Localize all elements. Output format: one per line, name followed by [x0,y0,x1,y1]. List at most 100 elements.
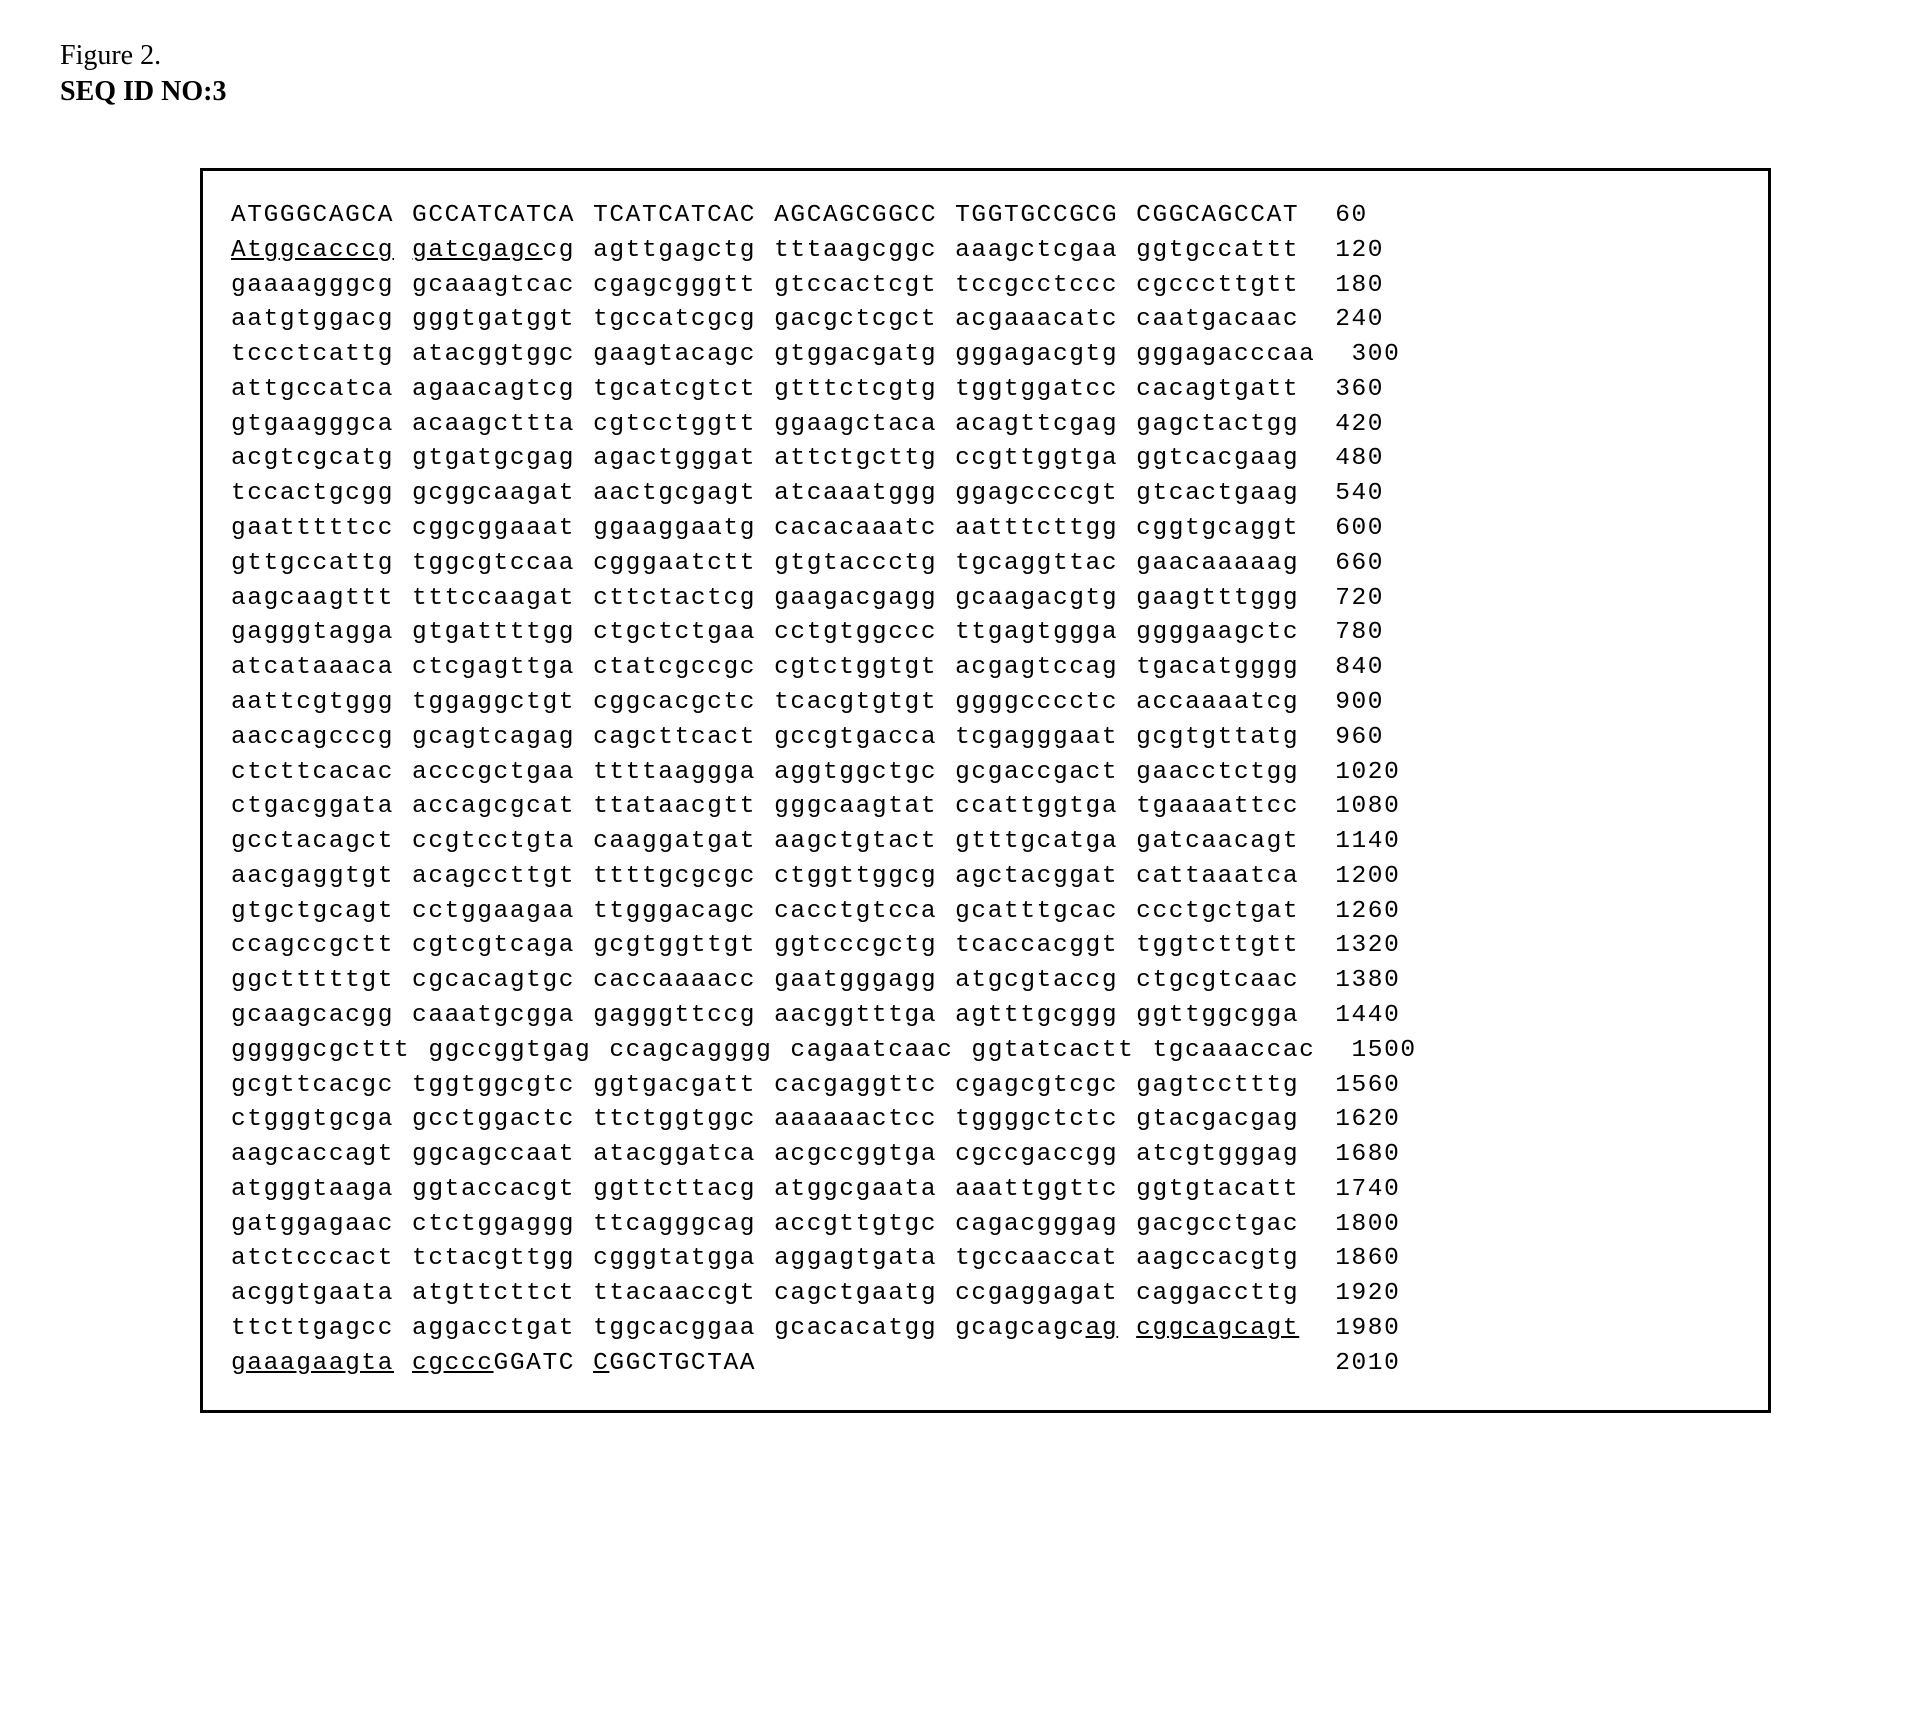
sequence-block: atggcgaata [774,1173,937,1208]
sequence-block: ctcttcacac [231,756,394,791]
sequence-block: ttcttgagcc [231,1312,394,1347]
sequence-block-pad [1136,1347,1299,1382]
sequence-row: gcctacagctccgtcctgtacaaggatgataagctgtact… [231,825,1740,860]
position-number: 1560 [1335,1069,1400,1104]
sequence-block: gcaagacgtg [955,582,1118,617]
sequence-row: aagcaccagtggcagccaatatacggatcaacgccggtga… [231,1138,1740,1173]
sequence-block: ttttaaggga [593,756,756,791]
sequence-block: ggtatcactt [971,1034,1134,1069]
position-number: 1980 [1335,1312,1400,1347]
sequence-block: gaagacgagg [774,582,937,617]
sequence-block: ggaagctaca [774,408,937,443]
figure-heading: Figure 2. [60,40,1851,72]
sequence-block: tcacgtgtgt [774,686,937,721]
sequence-block: aggagtgata [774,1242,937,1277]
sequence-block: cttctactcg [593,582,756,617]
sequence-block: ccagccgctt [231,929,394,964]
sequence-block: caaggatgat [593,825,756,860]
sequence-row: gaatttttcccggcggaaatggaaggaatgcacacaaatc… [231,512,1740,547]
sequence-block: caaatgcgga [412,999,575,1034]
sequence-block: tggaggctgt [412,686,575,721]
sequence-block: gggagacgtg [955,338,1118,373]
sequence-block: acccgctgaa [412,756,575,791]
sequence-block: tggtggcgtc [412,1069,575,1104]
sequence-block: cgcccttgtt [1136,269,1299,304]
sequence-block: gggggcgcttt [231,1034,410,1069]
sequence-block: ttacaaccgt [593,1277,756,1312]
sequence-block: accagcgcat [412,790,575,825]
sequence-block: cgggtatgga [593,1242,756,1277]
position-number: 1500 [1351,1034,1416,1069]
sequence-block: ggtgccattt [1136,234,1299,269]
position-number: 660 [1335,547,1384,582]
sequence-row: ctgacggataaccagcgcatttataacgttgggcaagtat… [231,790,1740,825]
sequence-block: cacacaaatc [774,512,937,547]
sequence-block: cggcacgctc [593,686,756,721]
sequence-block: gggcaagtat [774,790,937,825]
sequence-block: gtttgcatga [955,825,1118,860]
position-number: 900 [1335,686,1384,721]
sequence-row: ccagccgcttcgtcgtcagagcgtggttgtggtcccgctg… [231,929,1740,964]
sequence-block: acagttcgag [955,408,1118,443]
sequence-row: aaccagcccggcagtcagagcagcttcactgccgtgacca… [231,721,1740,756]
sequence-block: ctgctctgaa [593,616,756,651]
sequence-block: cagaatcaac [790,1034,953,1069]
sequence-row: acggtgaataatgttcttctttacaaccgtcagctgaatg… [231,1277,1740,1312]
sequence-block: gtggacgatg [774,338,937,373]
sequence-block-pad [955,1347,1118,1382]
sequence-block: aacggtttga [774,999,937,1034]
position-number: 1740 [1335,1173,1400,1208]
sequence-block: gatcgagccg [412,234,575,269]
sequence-block: ggtaccacgt [412,1173,575,1208]
sequence-block: gtgtaccctg [774,547,937,582]
sequence-block: aggtggctgc [774,756,937,791]
sequence-block: aactgcgagt [593,477,756,512]
sequence-block: tggtggatcc [955,373,1118,408]
sequence-block: gtcactgaag [1136,477,1299,512]
sequence-block: caatgacaac [1136,303,1299,338]
sequence-block: gaagtttggg [1136,582,1299,617]
sequence-block: tccgcctccc [955,269,1118,304]
sequence-row: aagcaagttttttccaagatcttctactcggaagacgagg… [231,582,1740,617]
sequence-block: gtgattttgg [412,616,575,651]
sequence-block: gaaagaagta [231,1347,394,1382]
sequence-block: GCCATCATCA [412,199,575,234]
sequence-block: ggtcacgaag [1136,442,1299,477]
sequence-block: tccactgcgg [231,477,394,512]
sequence-block: gcacacatgg [774,1312,937,1347]
sequence-block: cggcggaaat [412,512,575,547]
position-number: 1020 [1335,756,1400,791]
sequence-block: cagcttcact [593,721,756,756]
sequence-block: gggagacccaa [1136,338,1315,373]
sequence-block: ctgacggata [231,790,394,825]
sequence-block: cggtgcaggt [1136,512,1299,547]
sequence-block: cgggaatctt [593,547,756,582]
position-number: 1080 [1335,790,1400,825]
position-number: 1320 [1335,929,1400,964]
sequence-block: agtttgcggg [955,999,1118,1034]
sequence-block: agttgagctg [593,234,756,269]
sequence-row: gttgccattgtggcgtccaacgggaatcttgtgtaccctg… [231,547,1740,582]
sequence-row: ggctttttgtcgcacagtgccaccaaaaccgaatgggagg… [231,964,1740,999]
sequence-block: cgcccGGATC [412,1347,575,1382]
sequence-block: tgacatgggg [1136,651,1299,686]
sequence-block: ttttgcgcgc [593,860,756,895]
sequence-block: ggtcccgctg [774,929,937,964]
position-number: 240 [1335,303,1384,338]
sequence-row: ctgggtgcgagcctggactcttctggtggcaaaaaactcc… [231,1103,1740,1138]
sequence-block: atacggatca [593,1138,756,1173]
sequence-block: AGCAGCGGCC [774,199,937,234]
sequence-block: agaacagtcg [412,373,575,408]
sequence-block: tggtcttgtt [1136,929,1299,964]
seq-id-heading: SEQ ID NO:3 [60,76,1851,108]
sequence-row: Atggcacccggatcgagccgagttgagctgtttaagcggc… [231,234,1740,269]
sequence-block: accaaaatcg [1136,686,1299,721]
sequence-block: aacgaggtgt [231,860,394,895]
sequence-block: tttccaagat [412,582,575,617]
position-number: 780 [1335,616,1384,651]
sequence-block: ggttcttacg [593,1173,756,1208]
sequence-block: cctggaagaa [412,895,575,930]
sequence-block: gtgctgcagt [231,895,394,930]
sequence-block: atacggtggc [412,338,575,373]
sequence-block: acggtgaata [231,1277,394,1312]
